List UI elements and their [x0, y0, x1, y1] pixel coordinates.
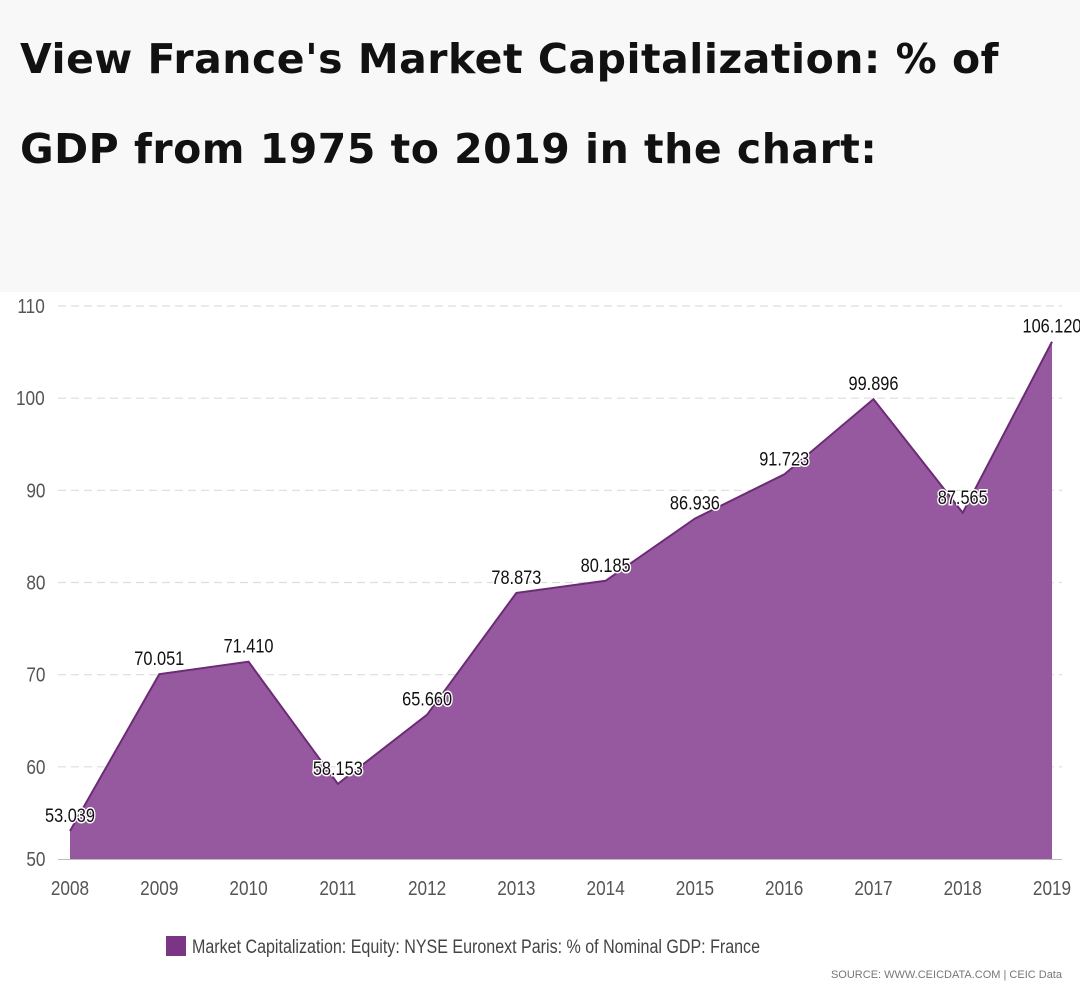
y-tick-label: 110 [17, 295, 44, 318]
data-label: 58.153 [313, 758, 363, 779]
x-tick-label: 2019 [1033, 877, 1071, 900]
x-tick-label: 2015 [676, 877, 714, 900]
x-tick-label: 2010 [229, 877, 267, 900]
data-label: 86.936 [670, 492, 720, 513]
data-label: 71.410 [224, 636, 274, 657]
data-label: 106.120 [1023, 316, 1080, 337]
data-label: 91.723 [759, 448, 809, 469]
x-tick-label: 2008 [51, 877, 89, 900]
legend-swatch [166, 936, 186, 956]
x-tick-label: 2013 [497, 877, 535, 900]
chart-panel: 50 60 70 80 90 100 110 2008 2009 2010 2011 2012 201… [0, 292, 1080, 994]
x-tick-label: 2009 [140, 877, 178, 900]
y-tick-label: 100 [16, 387, 45, 410]
data-label: 78.873 [491, 567, 541, 588]
data-label: 53.039 [45, 805, 95, 826]
data-label: 65.660 [402, 689, 452, 710]
data-label: 70.051 [134, 648, 184, 669]
data-label: 80.185 [581, 555, 631, 576]
y-tick-label: 70 [26, 663, 45, 686]
x-tick-label: 2011 [319, 877, 356, 900]
x-tick-label: 2016 [765, 877, 803, 900]
y-tick-label: 50 [26, 848, 45, 871]
legend-label: Market Capitalization: Equity: NYSE Euro… [192, 937, 760, 958]
x-axis-ticks: 2008 2009 2010 2011 2012 2013 2014 2015 2016 2017… [51, 877, 1071, 900]
y-tick-label: 60 [26, 756, 45, 779]
x-tick-label: 2014 [587, 877, 625, 900]
source-credit: SOURCE: WWW.CEICDATA.COM | CEIC Data [831, 969, 1063, 981]
y-tick-label: 90 [26, 479, 45, 502]
page-title: View France's Market Capitalization: % o… [20, 35, 999, 173]
area-chart: 50 60 70 80 90 100 110 2008 2009 2010 2011 2012 201… [16, 295, 1080, 981]
data-labels: 53.039 70.051 71.410 58.153 65.660 78.873 80.1… [44, 314, 1080, 827]
y-tick-label: 80 [26, 571, 45, 594]
series-line [69, 341, 1053, 832]
x-tick-label: 2018 [944, 877, 982, 900]
series-area [70, 341, 1052, 859]
data-label: 99.896 [848, 373, 898, 394]
x-tick-label: 2012 [408, 877, 446, 900]
data-label: 87.565 [938, 487, 988, 508]
x-tick-label: 2017 [854, 877, 892, 900]
y-axis-ticks: 50 60 70 80 90 100 110 [16, 295, 45, 871]
